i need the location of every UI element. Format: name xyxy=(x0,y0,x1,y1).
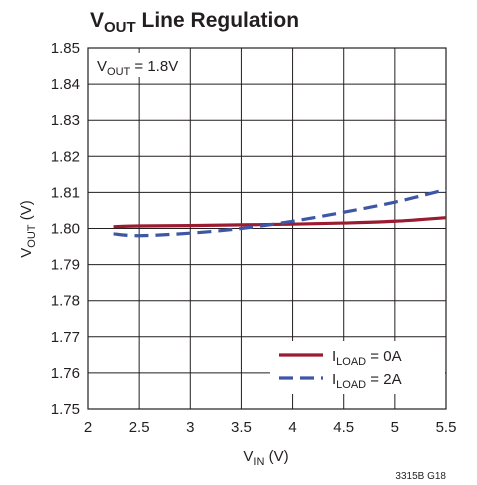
y-tick-labels: 1.75 1.76 1.77 1.78 1.79 1.80 1.81 1.82 1.83 1.84… xyxy=(51,40,80,418)
figure-id: 3315B G18 xyxy=(395,471,446,482)
x-axis-label: VIN (V) xyxy=(243,448,288,468)
x-tick-label: 5 xyxy=(391,419,399,436)
legend1-sub: LOAD xyxy=(336,379,366,391)
legend-background xyxy=(270,341,445,394)
grid-lines xyxy=(87,47,447,410)
x-tick-label: 4.5 xyxy=(333,419,354,436)
x-tick-label: 3 xyxy=(186,419,194,436)
x-tick-label: 2 xyxy=(84,419,92,436)
ylabel-rest: (V) xyxy=(18,200,35,224)
y-tick-label: 1.79 xyxy=(51,257,80,274)
y-tick-label: 1.85 xyxy=(51,40,80,57)
x-tick-label: 4 xyxy=(288,419,296,436)
xlabel-main: V xyxy=(243,448,253,465)
y-tick-label: 1.83 xyxy=(51,112,80,129)
y-tick-label: 1.84 xyxy=(51,76,80,93)
y-tick-label: 1.81 xyxy=(51,184,80,201)
ylabel-sub: OUT xyxy=(26,224,38,248)
y-axis-label: VOUT (V) xyxy=(18,200,38,257)
title-main: V xyxy=(90,9,104,32)
series-line-1 xyxy=(113,187,447,238)
y-tick-label: 1.77 xyxy=(51,329,80,346)
x-tick-label: 2.5 xyxy=(129,419,150,436)
legend: ILOAD = 0A ILOAD = 2A xyxy=(270,341,445,394)
x-tick-label: 5.5 xyxy=(436,419,457,436)
xlabel-rest: (V) xyxy=(264,448,288,465)
legend-label-iload-0a: ILOAD = 0A xyxy=(332,348,402,368)
x-tick-labels: 2 2.5 3 3.5 4 4.5 5 5.5 xyxy=(84,419,457,436)
legend0-main: I xyxy=(332,348,336,365)
plot-frame xyxy=(87,47,447,410)
y-tick-label: 1.78 xyxy=(51,293,80,310)
title-rest: Line Regulation xyxy=(136,9,299,32)
ylabel-main: V xyxy=(18,248,35,258)
y-tick-label: 1.82 xyxy=(51,148,80,165)
annot-main: V xyxy=(97,58,107,75)
vout-annotation: VOUT = 1.8V xyxy=(97,58,178,78)
annotation-background xyxy=(92,53,178,77)
y-tick-label: 1.76 xyxy=(51,365,80,382)
legend1-rest: = 2A xyxy=(366,371,401,388)
legend0-sub: LOAD xyxy=(336,356,366,368)
chart-title: VOUT Line Regulation xyxy=(90,9,299,36)
xlabel-sub: IN xyxy=(253,456,264,468)
y-tick-label: 1.80 xyxy=(51,221,80,238)
legend1-main: I xyxy=(332,371,336,388)
series-line-0 xyxy=(113,216,447,229)
series-layer xyxy=(113,187,447,238)
x-tick-label: 3.5 xyxy=(231,419,252,436)
annot-rest: = 1.8V xyxy=(130,58,178,75)
y-tick-label: 1.75 xyxy=(51,401,80,418)
legend0-rest: = 0A xyxy=(366,348,401,365)
legend-label-iload-2a: ILOAD = 2A xyxy=(332,371,402,391)
annot-sub: OUT xyxy=(107,66,131,78)
title-sub: OUT xyxy=(104,19,136,36)
